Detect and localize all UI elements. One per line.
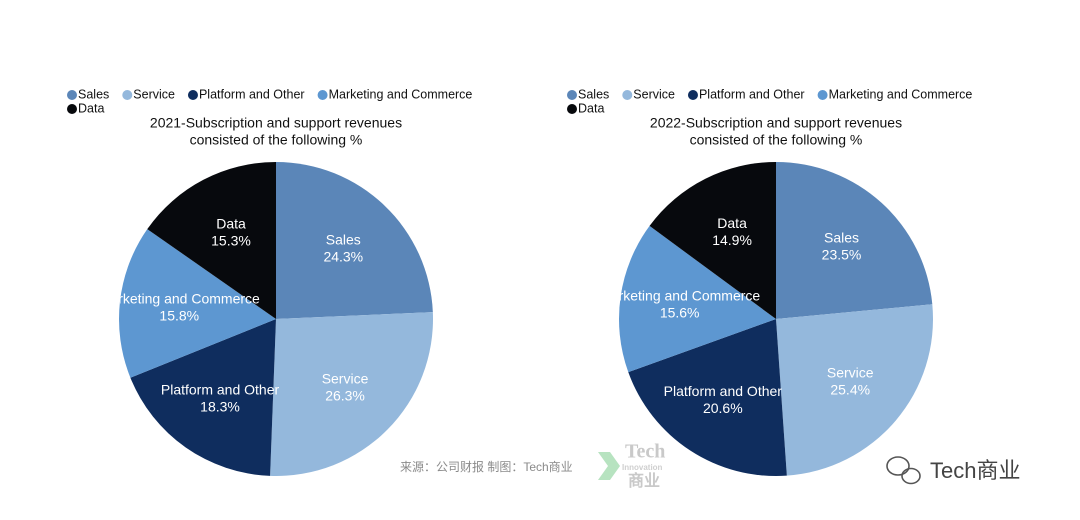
slice-value: 18.3% — [200, 398, 240, 414]
legend-marker — [187, 90, 198, 100]
pie-slice — [147, 162, 276, 319]
legend-item: Sales — [67, 87, 109, 101]
slice-category: Marketing and Commerce — [599, 288, 760, 304]
legend-label: Sales — [78, 87, 109, 101]
pie-slice — [118, 229, 276, 378]
legend-marker — [67, 90, 77, 100]
pie-slice — [619, 225, 776, 373]
slice-value: 23.5% — [822, 247, 862, 263]
slice-category: Service — [322, 370, 369, 386]
slice-value: 14.9% — [712, 232, 752, 248]
legend-marker — [317, 90, 328, 100]
slice-value: 20.6% — [703, 400, 743, 416]
legend-item: Platform and Other — [187, 87, 305, 101]
pie-slice — [649, 162, 776, 319]
legend-label: Platform and Other — [699, 87, 805, 101]
legend-item: Service — [622, 87, 675, 101]
legend-marker — [622, 90, 633, 100]
pie-slice — [276, 162, 433, 319]
pie-slice — [776, 162, 933, 319]
legend-label: Data — [78, 101, 104, 115]
legend-label: Data — [578, 101, 604, 115]
legend-label: Sales — [578, 87, 609, 101]
slice-category: Marketing and Commerce — [99, 291, 260, 307]
charts: Sales Service Platform and Other Marketing … — [67, 87, 972, 476]
slice-value: 15.3% — [211, 232, 251, 248]
legend-marker — [567, 104, 577, 114]
source-note: 来源：公司财报 制图：Tech商业 — [400, 459, 573, 474]
pie-chart: Sales Service Platform and Other Marketing … — [67, 87, 472, 476]
slice-category: Data — [216, 215, 246, 231]
legend-label: Platform and Other — [199, 87, 305, 101]
logo-tech: Tech — [625, 441, 665, 463]
legend-item: Sales — [567, 87, 609, 101]
legend-label: Marketing and Commerce — [329, 87, 473, 101]
slice-category: Service — [827, 365, 874, 381]
slice-value: 25.4% — [830, 382, 870, 398]
pie-chart: Sales Service Platform and Other Marketing … — [567, 87, 972, 476]
legend-label: Service — [633, 87, 675, 101]
slice-value: 24.3% — [323, 248, 363, 264]
slice-category: Sales — [824, 230, 859, 246]
pie-slice — [270, 312, 433, 476]
pie-slice — [776, 304, 933, 476]
logo-chevron — [598, 452, 620, 480]
pie-slice — [628, 319, 787, 476]
legend-item: Marketing and Commerce — [817, 87, 973, 101]
legend-marker — [817, 90, 828, 100]
legend-item: Marketing and Commerce — [317, 87, 473, 101]
legend-item: Data — [67, 101, 104, 115]
slice-value: 15.6% — [660, 305, 700, 321]
legend-marker — [567, 90, 577, 100]
legend-marker — [687, 90, 698, 100]
legend-marker — [67, 104, 77, 114]
slice-category: Sales — [326, 231, 361, 247]
watermark: Tech商业 — [930, 458, 1020, 483]
logo-innovation: Innovation — [622, 463, 663, 472]
logo-chinese: 商业 — [628, 471, 660, 490]
chart-title: 2022-Subscription and support revenues — [650, 115, 902, 131]
wechat-icon — [886, 456, 921, 485]
legend-item: Platform and Other — [687, 87, 805, 101]
chart-title: consisted of the following % — [190, 132, 363, 148]
pie-slice — [130, 319, 276, 476]
slice-category: Platform and Other — [664, 383, 783, 399]
legend-marker — [122, 90, 133, 100]
slice-category: Data — [717, 215, 747, 231]
chart-title: consisted of the following % — [690, 132, 863, 148]
legend-label: Service — [133, 87, 175, 101]
slice-value: 26.3% — [325, 387, 365, 403]
slice-value: 15.8% — [159, 308, 199, 324]
legend-item: Data — [567, 101, 604, 115]
legend-label: Marketing and Commerce — [829, 87, 973, 101]
chart-title: 2021-Subscription and support revenues — [150, 115, 402, 131]
slice-category: Platform and Other — [161, 381, 280, 397]
legend-item: Service — [122, 87, 175, 101]
